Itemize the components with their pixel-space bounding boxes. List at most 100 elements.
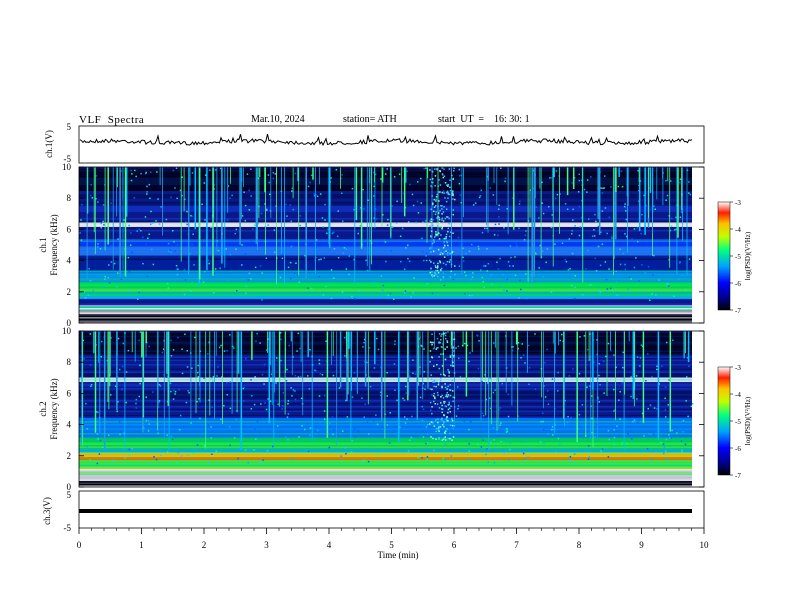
burst-pixel bbox=[453, 372, 456, 374]
spectrogram-speckle bbox=[440, 251, 442, 254]
spectrogram-speckle bbox=[494, 389, 496, 391]
spectrogram-speckle bbox=[217, 249, 220, 252]
burst-pixel bbox=[441, 417, 443, 420]
spectrogram-speckle bbox=[395, 222, 398, 224]
burst-pixel bbox=[433, 381, 436, 383]
time-tick-label: 5 bbox=[389, 540, 394, 550]
spectrogram-band bbox=[79, 231, 692, 234]
spectrogram-speckle bbox=[353, 428, 356, 430]
spectrogram-speckle bbox=[179, 429, 181, 431]
spectrogram-speckle bbox=[169, 249, 171, 251]
burst-pixel bbox=[438, 218, 441, 221]
spectrogram-speckle bbox=[496, 261, 498, 263]
spectrogram-speckle bbox=[608, 438, 611, 441]
burst-pixel bbox=[444, 383, 446, 385]
spectrogram-speckle bbox=[250, 278, 252, 280]
spectrogram-speckle bbox=[518, 297, 520, 299]
burst-pixel bbox=[437, 383, 440, 386]
burst-pixel bbox=[440, 373, 442, 376]
spectrogram-speckle bbox=[298, 281, 301, 283]
spectrogram-band bbox=[79, 373, 692, 375]
burst-pixel bbox=[447, 252, 449, 254]
spectrogram-speckle bbox=[315, 256, 318, 259]
spectrogram-speckle bbox=[89, 459, 91, 461]
spectrogram-speckle bbox=[613, 429, 615, 431]
spectrogram-speckle bbox=[299, 347, 301, 350]
spectrogram-speckle bbox=[446, 254, 449, 256]
spectrogram-speckle bbox=[128, 270, 131, 273]
spectrogram-speckle bbox=[467, 457, 470, 460]
spectrogram-speckle bbox=[624, 263, 626, 266]
freq-tick-label: 6 bbox=[67, 388, 72, 398]
spectrogram-speckle bbox=[377, 348, 380, 351]
spectrogram-speckle bbox=[413, 277, 415, 279]
burst-pixel bbox=[434, 175, 437, 177]
burst-pixel bbox=[437, 271, 440, 274]
spectrogram-band bbox=[79, 365, 692, 368]
spectrogram-speckle bbox=[184, 333, 186, 335]
spectrogram-speckle bbox=[494, 223, 497, 226]
spectrogram-speckle bbox=[443, 206, 445, 208]
burst-pixel bbox=[432, 202, 434, 204]
spectrogram-speckle bbox=[459, 194, 462, 196]
spectrogram-band bbox=[79, 306, 692, 309]
burst-pixel bbox=[449, 389, 451, 391]
burst-pixel bbox=[441, 394, 443, 397]
burst-pixel bbox=[452, 198, 454, 200]
spectrogram-band bbox=[79, 246, 692, 249]
spectrogram-speckle bbox=[157, 406, 160, 408]
spectrogram-speckle bbox=[208, 259, 210, 261]
spectrogram-speckle bbox=[477, 245, 480, 248]
spectrogram-speckle bbox=[518, 227, 520, 230]
spectrogram-speckle bbox=[453, 331, 455, 334]
spectrogram-speckle bbox=[492, 391, 495, 394]
spectrogram-speckle bbox=[344, 355, 346, 357]
burst-pixel bbox=[454, 198, 456, 201]
spectrogram-speckle bbox=[430, 246, 432, 249]
spectrogram-speckle bbox=[600, 187, 602, 189]
spectrogram-speckle bbox=[499, 407, 501, 409]
spectrogram-speckle bbox=[147, 237, 149, 239]
spectrogram-speckle bbox=[192, 233, 194, 235]
spectrogram-speckle bbox=[538, 267, 540, 269]
spectrogram-speckle bbox=[464, 293, 466, 295]
spectrogram-speckle bbox=[421, 345, 423, 347]
burst-pixel bbox=[445, 200, 448, 203]
spectrogram-speckle bbox=[443, 251, 445, 253]
spectrogram-speckle bbox=[363, 459, 365, 462]
spectrogram-speckle bbox=[681, 449, 683, 451]
spectrogram-band bbox=[79, 473, 692, 476]
burst-pixel bbox=[429, 350, 432, 352]
spectrogram-speckle bbox=[247, 461, 249, 464]
burst-pixel bbox=[446, 379, 448, 382]
burst-pixel bbox=[446, 184, 448, 186]
spectrogram-speckle bbox=[204, 219, 206, 221]
burst-pixel bbox=[431, 344, 433, 346]
spectrogram-band bbox=[79, 239, 692, 241]
spectrogram-speckle bbox=[512, 346, 514, 348]
spectrogram-speckle bbox=[190, 422, 192, 424]
burst-pixel bbox=[439, 261, 441, 263]
burst-pixel bbox=[431, 203, 434, 206]
spectrogram-speckle bbox=[535, 253, 537, 255]
spectrogram-speckle bbox=[150, 210, 152, 213]
spectrogram-band bbox=[79, 409, 692, 411]
burst-pixel bbox=[432, 422, 434, 424]
spectrogram-band bbox=[79, 482, 692, 485]
spectrogram-band bbox=[79, 204, 692, 207]
spectrogram-speckle bbox=[102, 446, 104, 448]
spectrogram-speckle bbox=[250, 168, 252, 170]
spectrogram-speckle bbox=[667, 283, 669, 286]
spectrogram-speckle bbox=[455, 415, 458, 417]
burst-pixel bbox=[446, 216, 448, 218]
spectrogram-speckle bbox=[140, 230, 142, 232]
spectrogram-speckle bbox=[100, 356, 102, 358]
spectrogram-speckle bbox=[342, 252, 345, 254]
spectrogram-speckle bbox=[571, 460, 573, 463]
spectrogram-speckle bbox=[110, 261, 113, 263]
burst-pixel bbox=[445, 250, 447, 252]
burst-pixel bbox=[453, 167, 455, 170]
spectrogram-speckle bbox=[577, 191, 580, 193]
spectrogram-speckle bbox=[686, 357, 689, 359]
spectrogram-speckle bbox=[625, 235, 628, 238]
